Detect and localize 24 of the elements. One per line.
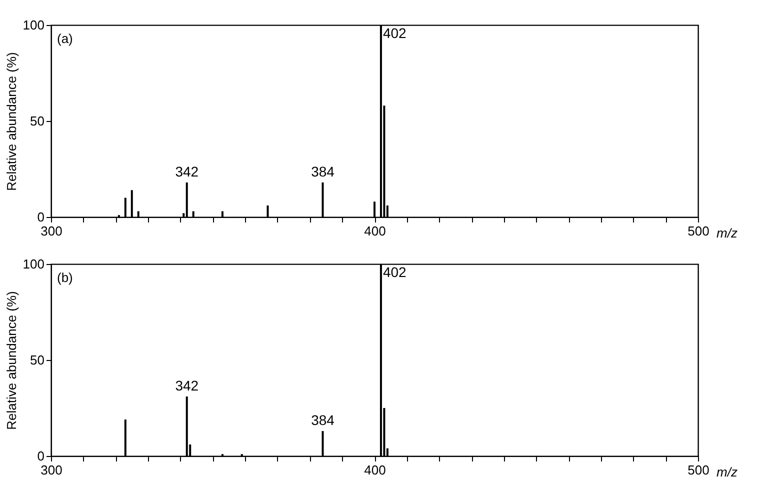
annotation: 384	[311, 412, 335, 428]
annotation: 342	[175, 377, 199, 394]
annotation: (b)	[57, 270, 73, 285]
y-axis-title: Relative abundance (%)	[4, 52, 19, 191]
x-tick-label: 300	[40, 224, 62, 238]
annotation: 342	[175, 163, 199, 180]
y-tick-label: 100	[22, 18, 44, 32]
x-tick-label: 500	[688, 462, 710, 478]
x-axis-title: m/z	[716, 226, 738, 240]
y-tick-label: 0	[37, 448, 44, 464]
y-tick-label: 50	[30, 114, 44, 128]
y-axis-title: Relative abundance (%)	[4, 291, 19, 430]
annotation: 402	[382, 25, 407, 41]
x-tick-label: 400	[364, 224, 386, 238]
x-axis-title: m/z	[716, 464, 738, 480]
y-tick-label: 100	[22, 256, 44, 272]
y-tick-label: 0	[37, 210, 44, 224]
annotation: (a)	[57, 31, 73, 46]
annotation: 402	[382, 264, 407, 280]
x-tick-label: 300	[40, 462, 62, 478]
x-tick-label: 500	[688, 224, 710, 238]
y-tick-label: 50	[30, 352, 44, 368]
annotation: 384	[311, 163, 335, 180]
x-tick-label: 400	[364, 462, 386, 478]
